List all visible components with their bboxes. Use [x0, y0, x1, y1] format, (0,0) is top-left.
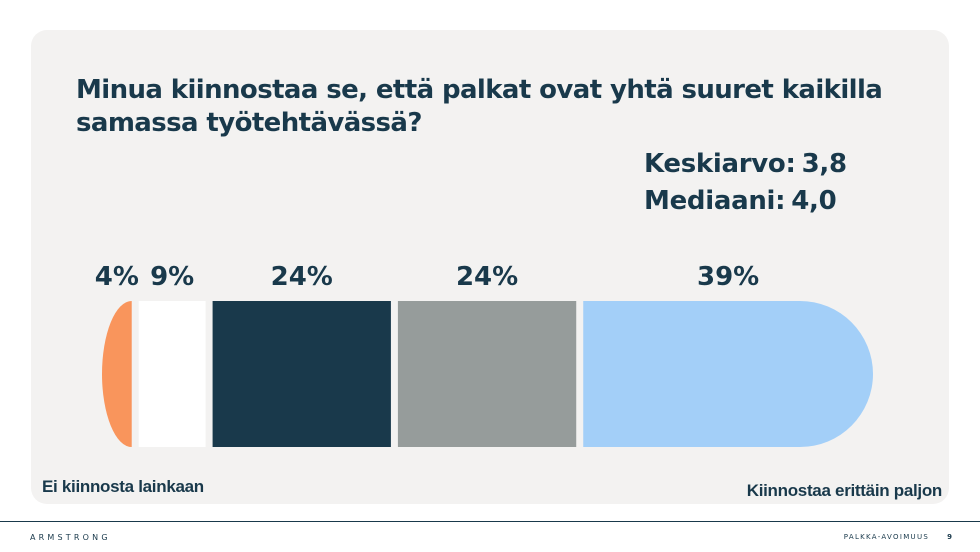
slide-question: Minua kiinnostaa se, että palkat ovat yh…: [76, 75, 883, 138]
median-label: Mediaani:: [644, 186, 786, 216]
data-label-1: 4%: [95, 262, 139, 292]
mean-label: Keskiarvo:: [644, 149, 796, 179]
mean-value: 3,8: [801, 149, 847, 179]
footer-section: PALKKA-AVOIMUUS: [843, 533, 930, 541]
bar-segment-4: [397, 301, 577, 447]
bar-segment-3: [212, 301, 391, 447]
scale-low-label: Ei kiinnosta lainkaan: [42, 477, 204, 496]
data-label-2: 9%: [150, 262, 194, 292]
median-stat: Mediaani: 4,0: [644, 183, 847, 220]
data-label-4: 24%: [456, 262, 518, 292]
summary-stats: Keskiarvo: 3,8 Mediaani: 4,0: [644, 146, 847, 220]
data-label-3: 24%: [271, 262, 333, 292]
mean-stat: Keskiarvo: 3,8: [644, 146, 847, 183]
bar-segment-2: [138, 301, 206, 447]
page-number: 9: [947, 533, 952, 541]
scale-high-label: Kiinnostaa erittäin paljon: [746, 481, 943, 500]
footer-divider: [0, 521, 980, 522]
data-label-5: 39%: [697, 262, 759, 292]
footer-meta: PALKKA-AVOIMUUS 9: [844, 533, 952, 541]
bar-segment-5: [583, 301, 873, 447]
median-value: 4,0: [791, 186, 837, 216]
bar-segment-1: [102, 301, 132, 447]
footer-brand: ARMSTRONG: [30, 533, 111, 542]
